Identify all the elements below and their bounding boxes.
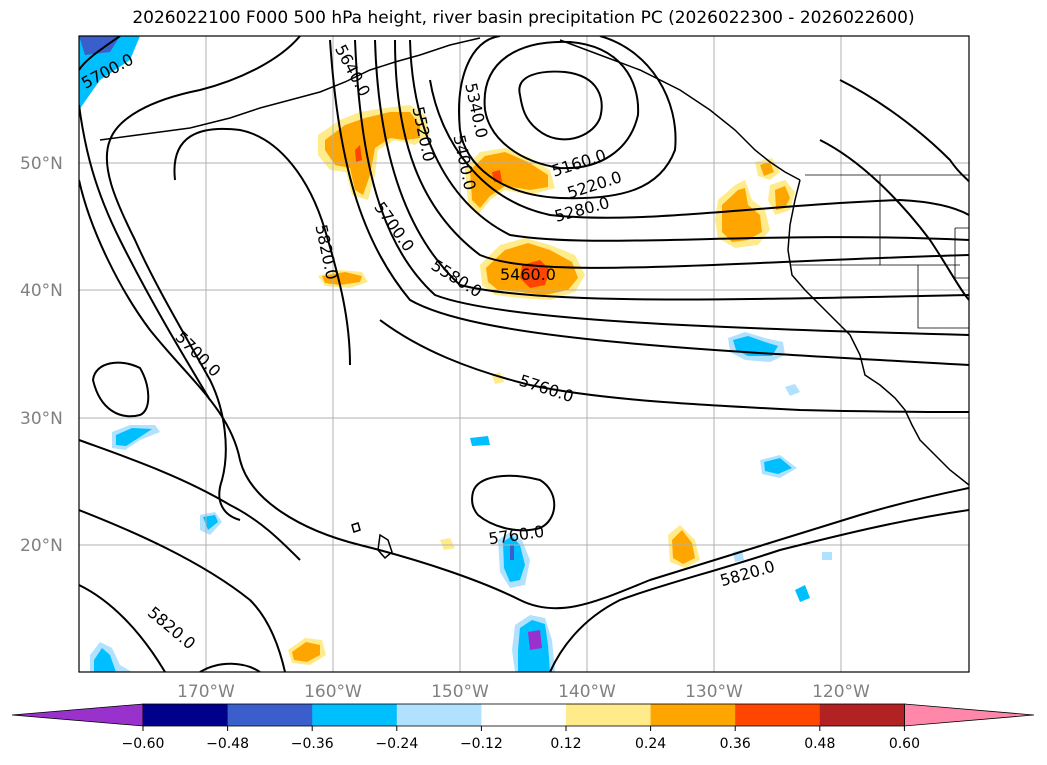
lon-label: 140°W — [558, 682, 616, 702]
lon-label: 150°W — [431, 682, 489, 702]
colorbar-tick-label: −0.48 — [206, 736, 249, 752]
colorbar-segment — [481, 704, 567, 726]
colorbar-tick-label: 0.24 — [635, 736, 666, 752]
lat-label: 50°N — [20, 154, 63, 174]
gridlines — [79, 36, 969, 672]
colorbar-segment — [566, 704, 652, 726]
plot-area: 5700.0 5640.0 5520.0 5340.0 5400.0 5160.… — [79, 36, 969, 672]
height-contours — [79, 36, 969, 672]
latitude-labels: 50°N 40°N 30°N 20°N — [20, 154, 63, 556]
colorbar-extend-high — [904, 703, 1035, 727]
lon-label: 130°W — [685, 682, 743, 702]
colorbar-segment — [650, 704, 736, 726]
borders — [790, 174, 969, 329]
colorbar-tick-label: 0.12 — [550, 736, 581, 752]
contour-label: 5460.0 — [500, 265, 556, 284]
lon-label: 160°W — [304, 682, 362, 702]
lat-label: 30°N — [20, 409, 63, 429]
lon-label: 170°W — [177, 682, 235, 702]
colorbar-tick-label: 0.60 — [889, 736, 920, 752]
colorbar-segment — [819, 704, 905, 726]
colorbar-segment — [312, 704, 398, 726]
colorbar: −0.60 −0.48 −0.36 −0.24 −0.12 0.12 0.24 0.36 0.4… — [11, 703, 1035, 752]
plot-frame — [78, 35, 970, 673]
colorbar-segment — [143, 704, 229, 726]
colorbar-tick-label: 0.48 — [804, 736, 835, 752]
longitude-labels: 170°W 160°W 150°W 140°W 130°W 120°W — [177, 682, 870, 702]
lat-label: 20°N — [20, 536, 63, 556]
lon-label: 120°W — [812, 682, 870, 702]
colorbar-segment — [396, 704, 482, 726]
colorbar-tick-label: −0.12 — [460, 736, 503, 752]
colorbar-extend-low — [11, 703, 144, 727]
colorbar-segment — [735, 704, 821, 726]
map-title: 2026022100 F000 500 hPa height, river ba… — [132, 8, 915, 28]
colorbar-segment — [227, 704, 313, 726]
colorbar-tick-label: 0.36 — [720, 736, 751, 752]
lat-label: 40°N — [20, 281, 63, 301]
colorbar-outline — [142, 703, 905, 727]
colorbar-tick-label: −0.60 — [122, 736, 165, 752]
colorbar-tick-label: −0.36 — [291, 736, 334, 752]
colorbar-tick-label: −0.24 — [375, 736, 418, 752]
